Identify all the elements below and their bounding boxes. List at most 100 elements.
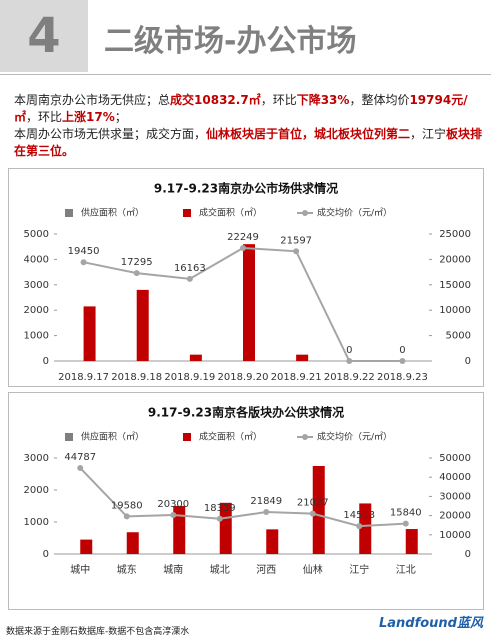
line-marker [216, 515, 223, 522]
legend-swatch [183, 433, 191, 441]
data-label: 21027 [297, 498, 329, 509]
line-marker [309, 510, 316, 517]
line-marker [170, 512, 177, 519]
data-label: 19450 [68, 246, 100, 257]
text-run: 仙林板块居于首位，城北板块位列第二 [206, 127, 411, 141]
legend-label: 成交均价（元/㎡） [317, 207, 392, 219]
y2-tick-label: 20000 [439, 254, 471, 265]
chart: 9.17-9.23南京办公市场供求情况 0 1000 2000 3000 4000 5000… [8, 168, 484, 387]
y2-tick-label: 10000 [439, 305, 471, 316]
x-tick-label: 2018.9.22 [324, 372, 375, 383]
data-label: 16163 [174, 263, 206, 274]
data-label: 22249 [227, 232, 259, 243]
x-tick-label: 城北 [210, 564, 230, 576]
x-tick-label: 2018.9.23 [377, 372, 428, 383]
x-tick-label: 2018.9.21 [271, 372, 322, 383]
summary-line: 本周办公市场无供求量；成交方面，仙林板块居于首位，城北板块位列第二，江宁板块排在… [14, 126, 484, 160]
text-run: ，江宁 [410, 127, 447, 141]
text-run: 下降33% [296, 93, 350, 107]
legend-label: 成交面积（㎡） [199, 431, 262, 443]
bar [80, 539, 93, 554]
legend-swatch [183, 209, 191, 217]
text-run: ，环比 [26, 110, 63, 124]
summary: 本周南京办公市场无供应；总成交10832.7㎡，环比下降33%，整体均价1979… [14, 92, 484, 160]
legend-label: 成交均价（元/㎡） [317, 431, 392, 443]
bar [405, 529, 418, 554]
bar [83, 306, 96, 361]
text-run: ，环比 [260, 93, 297, 107]
text-run: 19794元/㎡ [14, 93, 468, 124]
y-tick-label: 1000 [24, 517, 49, 528]
data-label: 44787 [64, 452, 96, 463]
bar [173, 506, 186, 554]
summary-line: 本周南京办公市场无供应；总成交10832.7㎡，环比下降33%，整体均价1979… [14, 92, 484, 126]
y2-tick-label: 30000 [439, 491, 471, 502]
bar [219, 502, 232, 554]
line-marker [123, 513, 130, 520]
y-tick-label: 4000 [24, 254, 49, 265]
legend-swatch [65, 209, 73, 217]
text-run: 本周办公市场无供求量；成交方面， [14, 127, 207, 141]
x-tick-label: 2018.9.19 [164, 372, 215, 383]
data-label: 19580 [111, 500, 143, 511]
y2-tick-label: 25000 [439, 229, 471, 240]
logo: Landfound蓝风 [378, 616, 483, 631]
line [79, 467, 406, 528]
chart-title: 9.17-9.23南京各版块办公供求情况 [148, 405, 344, 420]
legend-swatch [65, 433, 73, 441]
y-tick-label: 2000 [24, 485, 49, 496]
line-marker [80, 259, 87, 266]
line-marker [356, 523, 363, 530]
data-label: 17295 [121, 257, 153, 268]
chart-title: 9.17-9.23南京办公市场供求情况 [154, 181, 338, 196]
line-marker [346, 358, 353, 364]
bar [312, 466, 325, 554]
y-tick-label: 5000 [24, 229, 49, 240]
x-tick-label: 仙林 [303, 563, 323, 576]
bar [189, 354, 202, 361]
chart: 9.17-9.23南京各版块办公供求情况01000200030000100002… [8, 392, 484, 610]
bar [266, 529, 279, 554]
text-run: 本周南京办公市场无供应；总 [14, 93, 171, 107]
y2-tick-label: 0 [465, 356, 471, 367]
data-label: 18339 [204, 503, 236, 514]
bar [359, 503, 372, 554]
header-rule [0, 74, 491, 75]
line-marker [293, 248, 300, 255]
source-note: 数据来源于金刚石数据库-数据不包含高淳溧水 [6, 627, 190, 637]
bar [126, 532, 139, 554]
data-label: 20300 [157, 499, 189, 510]
y-tick-label: 3000 [24, 453, 49, 464]
y2-tick-label: 10000 [439, 530, 471, 541]
x-tick-label: 2018.9.18 [111, 372, 162, 383]
legend-marker [302, 210, 308, 216]
data-label: 0 [346, 345, 352, 356]
legend-label: 供应面积（㎡） [81, 431, 144, 443]
line-marker [263, 509, 270, 516]
text-run: ； [114, 110, 127, 124]
x-tick-label: 河西 [256, 564, 276, 576]
bar [296, 354, 309, 361]
data-label: 21597 [280, 235, 312, 246]
data-label: 21849 [250, 496, 282, 507]
legend-label: 成交面积（㎡） [199, 207, 262, 219]
y-tick-label: 2000 [24, 305, 49, 316]
x-tick-label: 2018.9.17 [58, 372, 109, 383]
line-marker [240, 244, 246, 251]
text-run: ，整体均价 [349, 93, 410, 107]
data-label: 15840 [390, 508, 422, 519]
text-run: 上涨17% [62, 110, 115, 124]
x-tick-label: 城南 [163, 563, 183, 576]
line-marker [186, 275, 193, 282]
line-marker [399, 358, 406, 364]
text-run: 板块排在第三位。 [14, 127, 483, 158]
y-tick-label: 1000 [24, 331, 49, 342]
line-marker [402, 520, 409, 527]
y2-tick-label: 15000 [439, 280, 471, 291]
line-marker [133, 270, 140, 277]
legend-label: 供应面积（㎡） [81, 207, 144, 219]
y2-tick-label: 20000 [439, 511, 471, 522]
bar [136, 289, 149, 361]
x-tick-label: 城中 [70, 563, 90, 576]
